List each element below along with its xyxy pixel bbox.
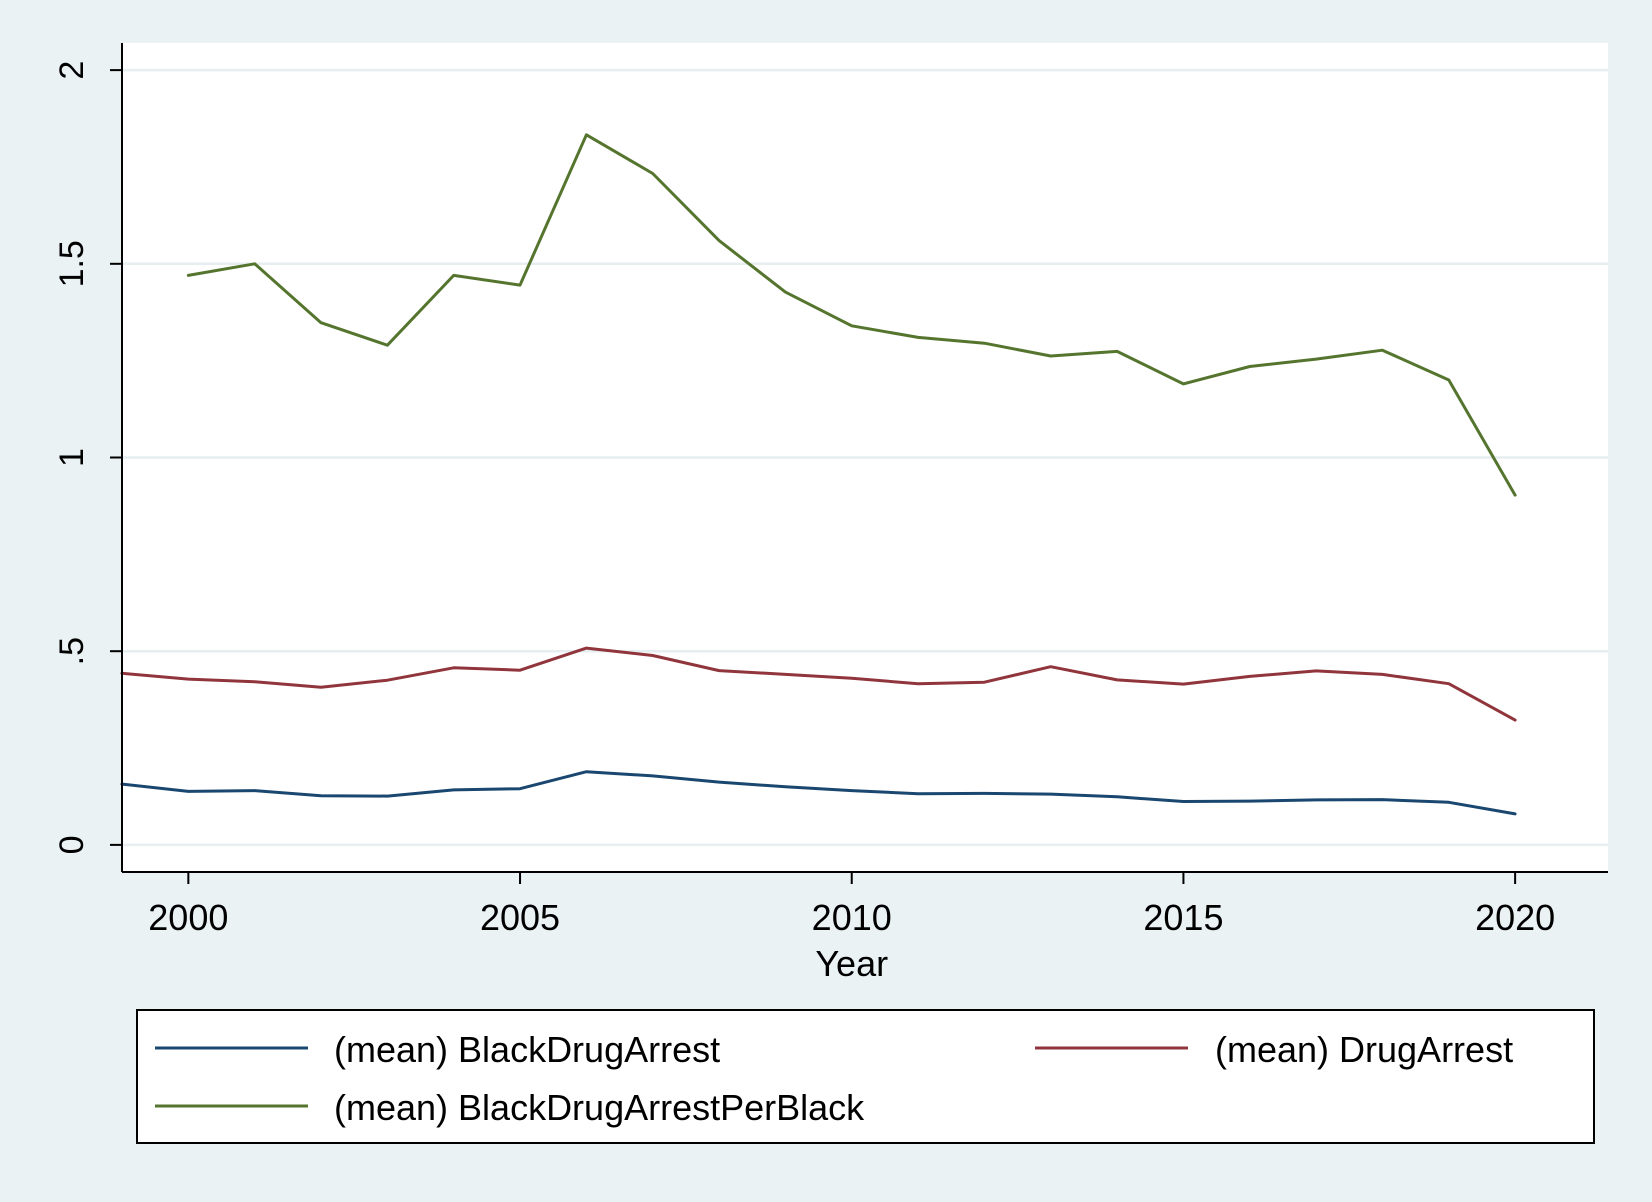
x-tick-label-4: 2020 (1475, 897, 1555, 938)
x-tick-label-2: 2010 (812, 897, 892, 938)
series-line-2 (186, 133, 1517, 497)
legend-label-2: (mean) BlackDrugArrestPerBlack (334, 1087, 865, 1128)
y-tick-label-3: 1.5 (53, 240, 91, 287)
x-tick-label-3: 2015 (1143, 897, 1223, 938)
y-tick-label-1: .5 (53, 637, 91, 665)
y-tick-label-2: 1 (53, 448, 91, 467)
series-line-1 (120, 646, 1517, 722)
legend-label-1: (mean) DrugArrest (1215, 1029, 1513, 1070)
legend-label-0: (mean) BlackDrugArrest (334, 1029, 720, 1070)
series-line-0 (120, 770, 1517, 816)
x-tick-label-0: 2000 (148, 897, 228, 938)
y-tick-label-0: 0 (53, 835, 91, 854)
x-tick-label-1: 2005 (480, 897, 560, 938)
y-tick-label-4: 2 (53, 61, 91, 80)
legend-box (136, 1009, 1595, 1144)
x-axis-title: Year (815, 943, 888, 984)
